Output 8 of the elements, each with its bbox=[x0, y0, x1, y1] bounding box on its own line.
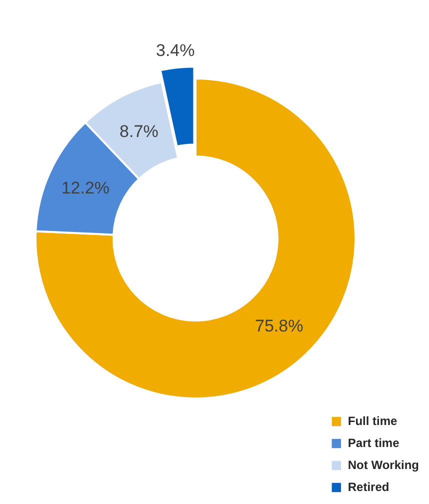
data-label: 8.7% bbox=[120, 122, 158, 142]
data-label: 75.8% bbox=[254, 316, 304, 336]
legend-label: Not Working bbox=[348, 458, 419, 472]
legend-label: Retired bbox=[348, 480, 390, 494]
data-label: 12.2% bbox=[61, 178, 110, 198]
legend-label: Full time bbox=[348, 414, 398, 428]
data-label: 3.4% bbox=[156, 41, 195, 60]
legend-label: Part time bbox=[348, 436, 400, 450]
